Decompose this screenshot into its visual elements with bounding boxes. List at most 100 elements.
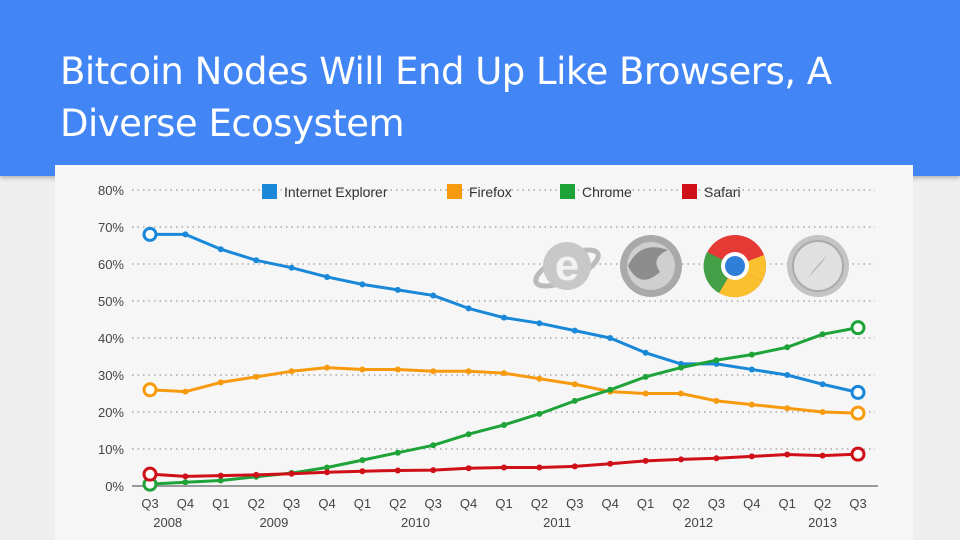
x-tick-label: Q4 bbox=[318, 496, 335, 511]
data-point bbox=[642, 457, 649, 464]
data-point bbox=[430, 442, 437, 449]
x-tick-label: Q2 bbox=[531, 496, 548, 511]
data-point bbox=[253, 257, 260, 264]
x-tick-label: Q2 bbox=[389, 496, 406, 511]
endpoint-marker bbox=[142, 466, 158, 482]
data-point bbox=[571, 327, 578, 334]
x-tick-label: Q3 bbox=[425, 496, 442, 511]
y-tick-label: 30% bbox=[98, 368, 124, 383]
data-point bbox=[324, 364, 330, 371]
x-tick-label: Q2 bbox=[672, 496, 689, 511]
x-tick-label: Q3 bbox=[566, 496, 583, 511]
data-point bbox=[536, 464, 543, 471]
data-point bbox=[607, 460, 614, 467]
data-point bbox=[607, 386, 614, 393]
data-point bbox=[713, 455, 720, 462]
data-point bbox=[288, 368, 295, 375]
x-year-label: 2012 bbox=[684, 515, 713, 530]
data-point bbox=[571, 463, 578, 470]
data-point bbox=[394, 286, 401, 293]
data-point bbox=[217, 246, 224, 253]
data-point bbox=[324, 273, 330, 280]
data-point bbox=[678, 390, 684, 397]
data-point bbox=[465, 305, 472, 312]
slide-title: Bitcoin Nodes Will End Up Like Browsers,… bbox=[60, 50, 832, 145]
data-point bbox=[748, 453, 755, 460]
data-point bbox=[748, 366, 755, 373]
x-tick-label: Q1 bbox=[212, 496, 229, 511]
x-tick-label: Q4 bbox=[602, 496, 619, 511]
series-firefox bbox=[142, 364, 866, 421]
data-point bbox=[642, 349, 649, 356]
series-internet-explorer bbox=[142, 226, 866, 400]
endpoint-marker bbox=[850, 320, 866, 336]
x-year-label: 2011 bbox=[543, 515, 571, 530]
x-year-label: 2010 bbox=[401, 515, 430, 530]
data-point bbox=[359, 468, 366, 475]
data-point bbox=[324, 469, 330, 476]
legend-swatch bbox=[560, 184, 575, 199]
y-tick-label: 60% bbox=[98, 257, 124, 272]
x-tick-label: Q4 bbox=[177, 496, 194, 511]
x-tick-label: Q2 bbox=[248, 496, 265, 511]
data-point bbox=[501, 421, 507, 428]
data-point bbox=[819, 452, 826, 459]
data-point bbox=[784, 451, 791, 458]
x-tick-label: Q3 bbox=[708, 496, 725, 511]
data-point bbox=[465, 368, 472, 375]
data-point bbox=[288, 264, 295, 271]
data-point bbox=[359, 457, 366, 464]
x-tick-label: Q1 bbox=[637, 496, 654, 511]
data-point bbox=[536, 375, 543, 382]
data-point bbox=[394, 366, 401, 373]
y-tick-label: 0% bbox=[105, 479, 124, 494]
y-tick-label: 20% bbox=[98, 405, 124, 420]
data-point bbox=[182, 473, 189, 480]
data-point bbox=[324, 464, 330, 471]
data-point bbox=[536, 320, 543, 327]
data-point bbox=[253, 471, 260, 478]
y-tick-label: 40% bbox=[98, 331, 124, 346]
data-point bbox=[359, 366, 366, 373]
legend-label: Firefox bbox=[469, 184, 512, 200]
data-point bbox=[607, 335, 614, 341]
data-point bbox=[465, 431, 472, 438]
data-point bbox=[394, 467, 401, 474]
data-point bbox=[430, 368, 437, 375]
data-point bbox=[430, 292, 437, 299]
data-point bbox=[642, 373, 649, 380]
internet-explorer-logo: e bbox=[533, 241, 601, 290]
data-point bbox=[819, 409, 826, 415]
data-point bbox=[713, 397, 720, 404]
data-point bbox=[465, 465, 472, 472]
data-point bbox=[536, 410, 543, 417]
x-tick-label: Q1 bbox=[779, 496, 796, 511]
data-point bbox=[748, 351, 755, 358]
legend-label: Internet Explorer bbox=[284, 184, 388, 200]
firefox-logo bbox=[620, 235, 682, 297]
legend-swatch bbox=[682, 184, 697, 199]
data-point bbox=[819, 381, 826, 388]
data-point bbox=[430, 467, 437, 474]
data-point bbox=[571, 397, 578, 404]
series-safari bbox=[142, 446, 866, 482]
data-point bbox=[819, 331, 826, 338]
safari-logo bbox=[787, 235, 849, 297]
x-tick-label: Q1 bbox=[495, 496, 512, 511]
endpoint-marker bbox=[850, 384, 866, 400]
data-point bbox=[253, 373, 260, 380]
data-point bbox=[784, 405, 791, 412]
data-point bbox=[182, 388, 189, 395]
data-point bbox=[288, 470, 295, 477]
data-point bbox=[217, 477, 224, 484]
legend-swatch bbox=[262, 184, 277, 199]
data-point bbox=[678, 456, 684, 463]
endpoint-marker bbox=[142, 382, 158, 398]
x-year-label: 2013 bbox=[808, 515, 837, 530]
data-point bbox=[501, 464, 507, 471]
data-point bbox=[501, 314, 507, 321]
data-point bbox=[394, 449, 401, 456]
x-tick-label: Q3 bbox=[141, 496, 158, 511]
legend-swatch bbox=[447, 184, 462, 199]
